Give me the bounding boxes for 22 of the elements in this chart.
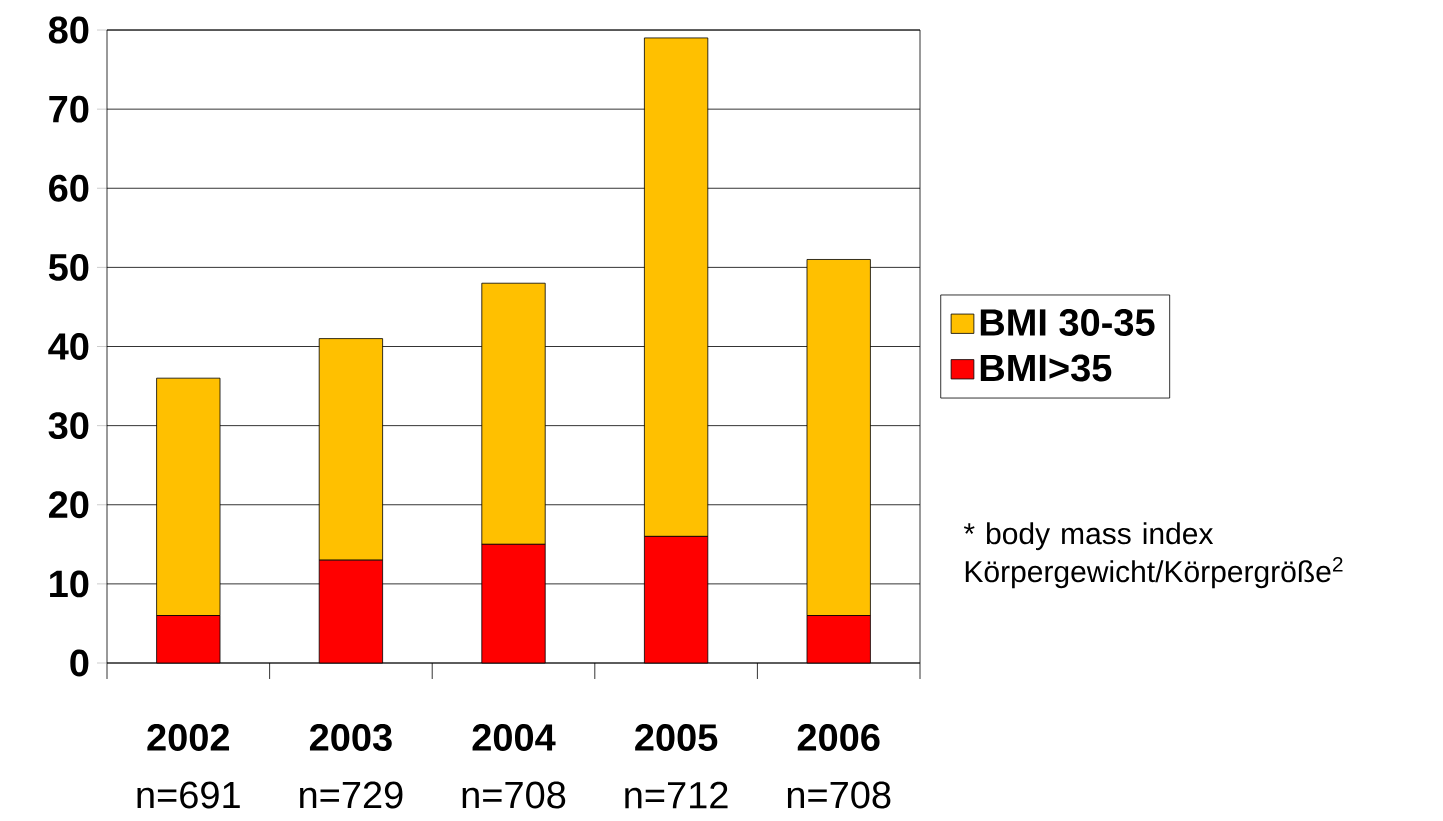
y-tick-label: 50	[48, 253, 89, 281]
y-tick-label: 20	[48, 491, 89, 519]
y-tick-label: 80	[48, 16, 89, 44]
legend-label: BMI 30-35	[980, 308, 1155, 336]
x-tick-label: 2006	[797, 724, 880, 751]
text: n=708	[462, 781, 566, 809]
x-tick-label: 2003	[309, 724, 392, 752]
text: * body mass index Körpergewicht/Körpergröße$^{2}$	[963, 522, 1343, 589]
y-tick-label: 70	[49, 95, 89, 123]
text: n=708	[787, 781, 891, 809]
text: n=691	[137, 781, 240, 809]
legend-label: BMI>35	[980, 354, 1112, 382]
y-tick-label: 10	[50, 570, 89, 598]
text: n=729	[300, 781, 403, 809]
x-tick-label: 2002	[147, 724, 230, 751]
y-tick-label: 40	[48, 333, 89, 360]
y-tick-label: 60	[49, 174, 89, 202]
x-tick-label: 2004	[472, 724, 556, 751]
y-tick-label: 0	[70, 649, 89, 677]
text: n=712	[625, 781, 728, 809]
y-tick-label: 30	[48, 412, 89, 440]
x-tick-label: 2005	[635, 724, 718, 751]
